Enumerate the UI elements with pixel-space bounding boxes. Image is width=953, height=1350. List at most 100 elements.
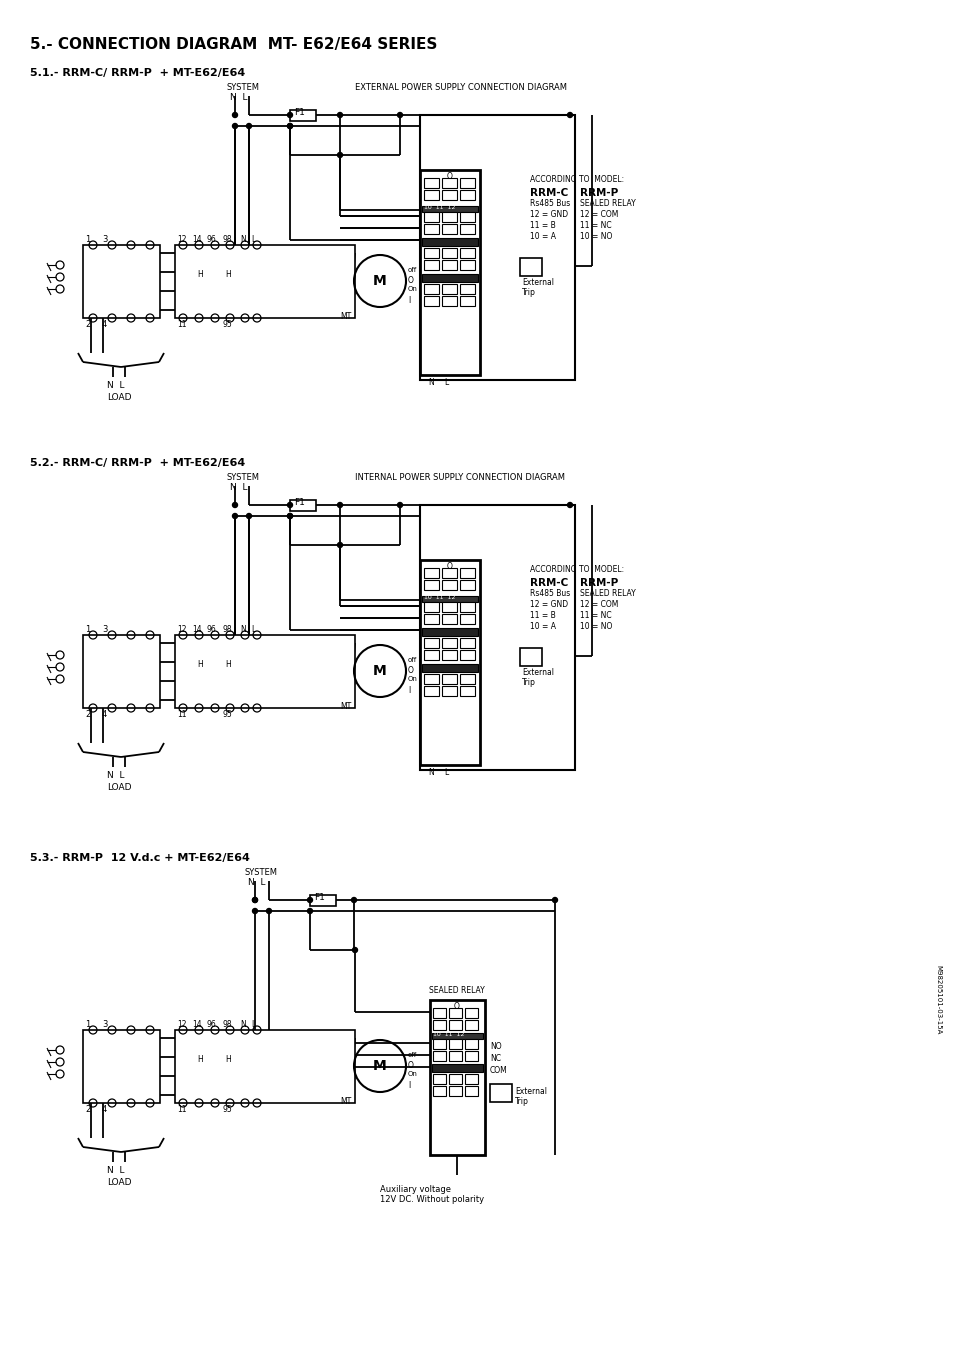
Text: 12: 12: [177, 235, 186, 244]
Text: 4: 4: [102, 710, 107, 720]
Text: 95: 95: [223, 320, 233, 329]
Bar: [449, 1075, 461, 1084]
Text: F1: F1: [294, 498, 305, 508]
Circle shape: [337, 543, 342, 548]
Text: SYSTEM: SYSTEM: [245, 868, 277, 878]
Circle shape: [253, 898, 257, 903]
Text: 10 = NO: 10 = NO: [579, 622, 612, 630]
Text: H: H: [225, 270, 231, 279]
Bar: [423, 212, 438, 221]
Bar: [464, 1021, 477, 1030]
Text: 98: 98: [223, 1021, 233, 1029]
Bar: [441, 568, 456, 578]
Text: External: External: [515, 1087, 546, 1096]
Bar: [459, 639, 475, 648]
Bar: [459, 212, 475, 221]
Bar: [423, 284, 438, 294]
Text: Rs485 Bus: Rs485 Bus: [530, 198, 570, 208]
Bar: [430, 1000, 484, 1156]
Text: H: H: [196, 270, 203, 279]
Text: SYSTEM: SYSTEM: [227, 82, 260, 92]
Text: 96: 96: [207, 1021, 216, 1029]
Text: 2: 2: [85, 710, 91, 720]
Bar: [441, 686, 456, 697]
Text: N: N: [240, 235, 246, 244]
Bar: [174, 244, 355, 319]
Text: 10  11  12: 10 11 12: [433, 1031, 464, 1037]
Text: 11 = B: 11 = B: [530, 612, 556, 620]
Bar: [449, 1008, 461, 1018]
Bar: [423, 686, 438, 697]
Circle shape: [253, 909, 257, 914]
Circle shape: [351, 898, 356, 903]
Circle shape: [287, 123, 293, 128]
Text: ACCORDING TO  MODEL:: ACCORDING TO MODEL:: [530, 566, 623, 574]
Text: 11 = NC: 11 = NC: [579, 221, 611, 230]
Circle shape: [307, 909, 313, 914]
Text: N  L: N L: [107, 1166, 125, 1174]
Bar: [441, 674, 456, 684]
Circle shape: [233, 112, 237, 117]
Bar: [423, 649, 438, 660]
Bar: [459, 686, 475, 697]
Text: I: I: [408, 296, 410, 305]
Circle shape: [397, 112, 402, 117]
Text: 3: 3: [102, 625, 108, 634]
Bar: [433, 1008, 446, 1018]
Bar: [459, 568, 475, 578]
Text: 5.3.- RRM-P  12 V.d.c + MT-E62/E64: 5.3.- RRM-P 12 V.d.c + MT-E62/E64: [30, 853, 250, 863]
Text: 12 = GND: 12 = GND: [530, 599, 568, 609]
Text: NC: NC: [490, 1054, 500, 1062]
Text: O: O: [447, 171, 453, 181]
Bar: [174, 634, 355, 707]
Bar: [423, 248, 438, 258]
Text: SEALED RELAY: SEALED RELAY: [579, 198, 635, 208]
Bar: [419, 560, 479, 765]
Text: 1: 1: [85, 625, 91, 634]
Bar: [459, 248, 475, 258]
Bar: [449, 1021, 461, 1030]
Text: 5.- CONNECTION DIAGRAM  MT- E62/E64 SERIES: 5.- CONNECTION DIAGRAM MT- E62/E64 SERIE…: [30, 36, 436, 53]
Text: 11: 11: [177, 710, 186, 720]
Bar: [423, 178, 438, 188]
Bar: [83, 1030, 160, 1103]
Bar: [459, 296, 475, 306]
Bar: [459, 190, 475, 200]
Bar: [459, 614, 475, 624]
Bar: [423, 602, 438, 612]
Text: O: O: [408, 1061, 414, 1071]
Bar: [433, 1021, 446, 1030]
Text: H: H: [196, 1054, 203, 1064]
Text: On: On: [408, 1071, 417, 1077]
Bar: [519, 258, 541, 275]
Bar: [419, 505, 575, 769]
Text: N: N: [428, 768, 434, 778]
Text: L: L: [251, 625, 255, 634]
Text: N  L: N L: [107, 771, 125, 780]
Bar: [464, 1075, 477, 1084]
Circle shape: [246, 513, 252, 518]
Bar: [290, 500, 315, 512]
Bar: [441, 296, 456, 306]
Bar: [459, 224, 475, 234]
Text: 11: 11: [177, 320, 186, 329]
Bar: [449, 1052, 461, 1061]
Bar: [441, 178, 456, 188]
Text: MT: MT: [340, 702, 352, 711]
Text: 12 = COM: 12 = COM: [579, 211, 618, 219]
Circle shape: [233, 502, 237, 508]
Text: N: N: [428, 378, 434, 387]
Bar: [519, 648, 541, 666]
Bar: [441, 190, 456, 200]
Text: off: off: [408, 267, 416, 273]
Text: On: On: [408, 676, 417, 682]
Bar: [449, 1040, 461, 1049]
Bar: [459, 649, 475, 660]
Bar: [421, 664, 477, 672]
Text: N  L: N L: [230, 93, 247, 103]
Text: N  L: N L: [248, 878, 265, 887]
Text: LOAD: LOAD: [107, 393, 132, 402]
Text: MT: MT: [340, 1098, 352, 1106]
Text: EXTERNAL POWER SUPPLY CONNECTION DIAGRAM: EXTERNAL POWER SUPPLY CONNECTION DIAGRAM: [355, 82, 566, 92]
Text: External
Trip: External Trip: [521, 278, 554, 297]
